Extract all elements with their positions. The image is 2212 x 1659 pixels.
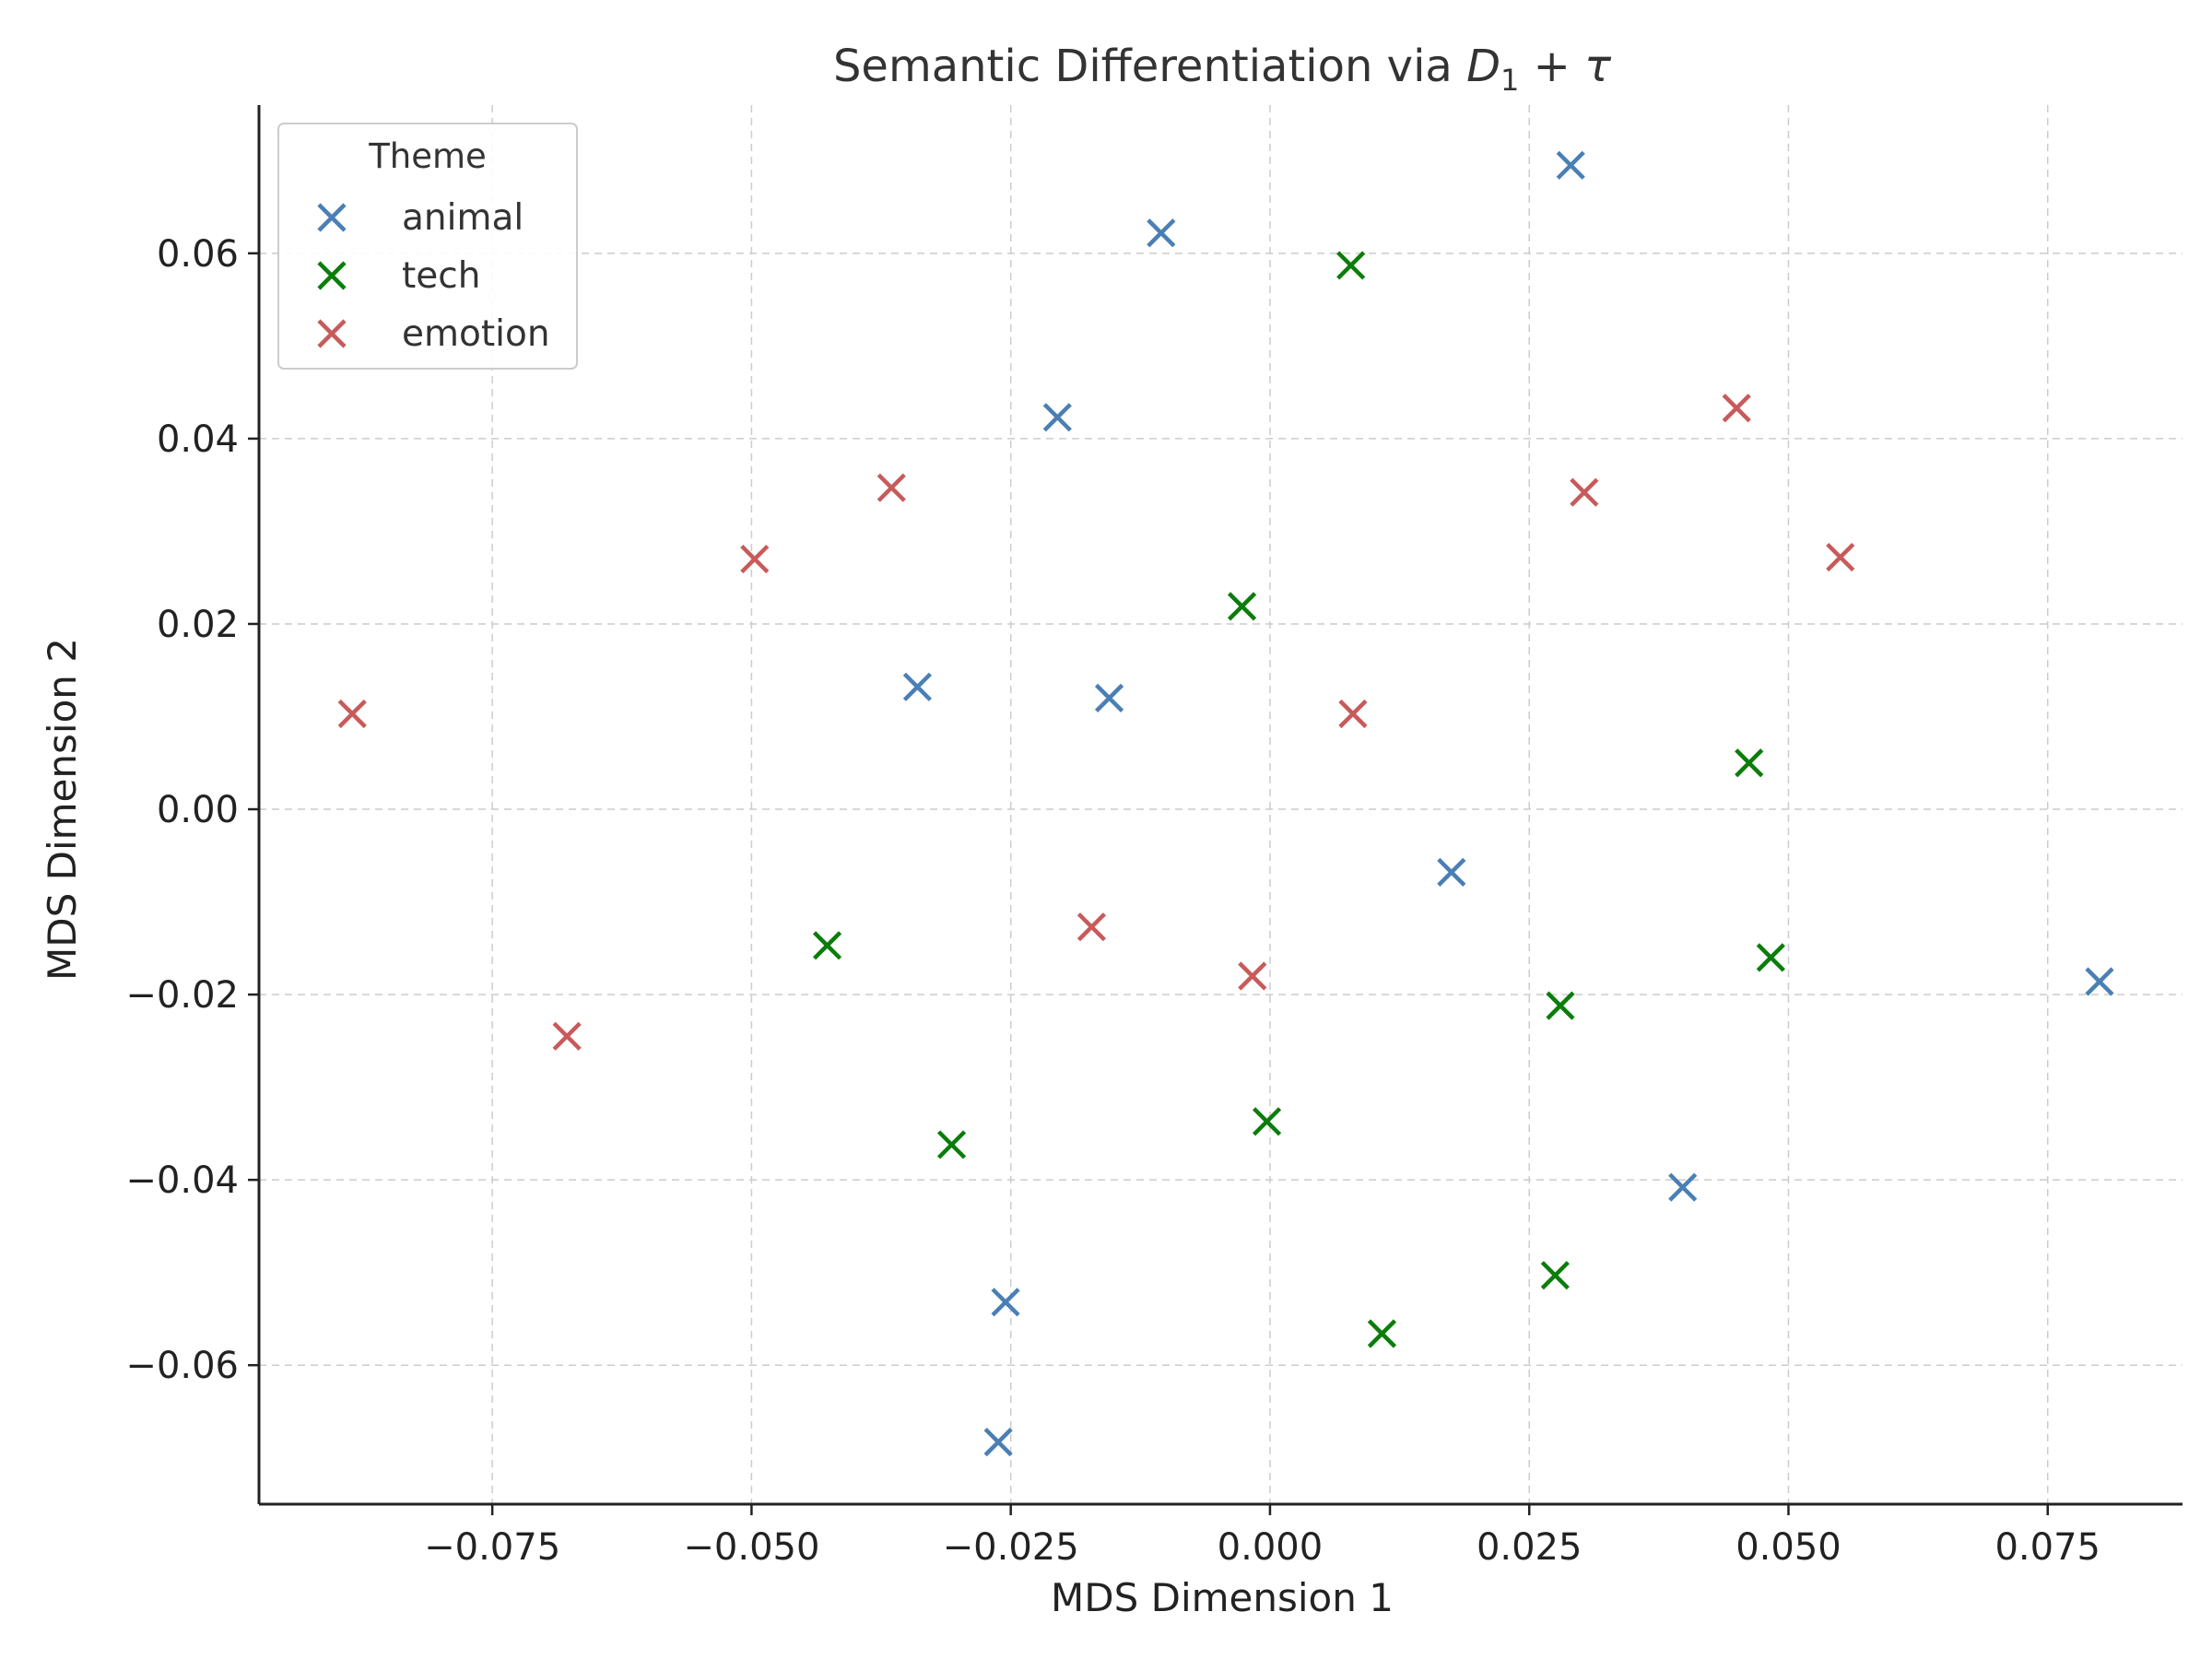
- data-point-animal: [1437, 857, 1466, 887]
- y-tick-label: 0.06: [157, 233, 239, 276]
- data-point-animal: [991, 1288, 1020, 1317]
- data-point-tech: [1367, 1319, 1397, 1348]
- data-point-tech: [936, 1130, 967, 1159]
- x-tick-label: 0.075: [1994, 1526, 2100, 1569]
- y-tick-label: −0.02: [125, 974, 239, 1017]
- data-points: [337, 150, 2114, 1457]
- data-point-animal: [2085, 967, 2114, 996]
- data-point-tech: [1735, 748, 1764, 778]
- x-tick-label: 0.025: [1477, 1526, 1583, 1569]
- y-tick-label: 0.02: [157, 604, 239, 646]
- title-math-rest: + τ: [1519, 41, 1612, 92]
- data-point-animal: [902, 672, 933, 701]
- legend-marker-emotion: [317, 319, 347, 348]
- x-tick-label: 0.000: [1218, 1526, 1324, 1569]
- data-point-emotion: [1077, 912, 1107, 942]
- data-point-tech: [1336, 251, 1366, 280]
- data-point-emotion: [1722, 394, 1751, 423]
- legend-box: [277, 123, 578, 370]
- data-point-emotion: [1826, 542, 1855, 572]
- data-point-tech: [1227, 592, 1257, 621]
- data-point-animal: [983, 1428, 1013, 1457]
- data-point-emotion: [740, 545, 770, 574]
- legend-label-emotion: emotion: [402, 313, 550, 355]
- data-point-tech: [1546, 991, 1575, 1020]
- data-point-emotion: [1570, 477, 1599, 507]
- data-point-emotion: [1238, 961, 1267, 991]
- data-point-animal: [1668, 1172, 1698, 1202]
- title-text: Semantic Differentiation via: [833, 41, 1466, 92]
- data-point-emotion: [877, 473, 906, 502]
- x-axis-label: MDS Dimension 1: [1051, 1575, 1394, 1620]
- data-point-animal: [1556, 150, 1585, 180]
- y-axis-label: MDS Dimension 2: [40, 638, 85, 981]
- y-tick-label: 0.00: [157, 789, 239, 831]
- data-point-animal: [1147, 218, 1176, 248]
- data-point-tech: [1540, 1261, 1570, 1290]
- data-point-emotion: [337, 699, 367, 729]
- legend-marker-tech: [317, 261, 347, 290]
- data-point-animal: [1042, 403, 1072, 432]
- data-point-animal: [1094, 683, 1124, 712]
- x-tick-label: −0.075: [424, 1526, 560, 1569]
- y-tick-label: 0.04: [157, 418, 239, 461]
- axes: −0.075 −0.050 −0.025 0.000 0.025 0.050 0.075 −0…: [125, 105, 2183, 1569]
- x-tick-label: −0.025: [943, 1526, 1079, 1569]
- legend-title: Theme: [368, 136, 487, 176]
- chart-title: Semantic Differentiation via D1 + τ: [833, 41, 1612, 98]
- legend-label-tech: tech: [402, 255, 480, 297]
- x-tick-label: −0.050: [683, 1526, 819, 1569]
- data-point-tech: [1252, 1107, 1282, 1136]
- data-point-emotion: [1338, 699, 1368, 729]
- y-tick-label: −0.06: [125, 1345, 239, 1387]
- x-tick-label: 0.050: [1735, 1526, 1841, 1569]
- legend-marker-animal: [317, 203, 347, 232]
- data-point-emotion: [552, 1021, 582, 1051]
- data-point-tech: [812, 931, 842, 960]
- title-math-subscript: 1: [1500, 63, 1519, 98]
- title-math-symbol: D: [1466, 41, 1500, 92]
- legend: Theme animal tech emotion: [277, 123, 578, 370]
- grid: [259, 105, 2183, 1504]
- legend-label-animal: animal: [402, 197, 524, 239]
- y-tick-label: −0.04: [125, 1159, 239, 1202]
- data-point-tech: [1756, 943, 1785, 972]
